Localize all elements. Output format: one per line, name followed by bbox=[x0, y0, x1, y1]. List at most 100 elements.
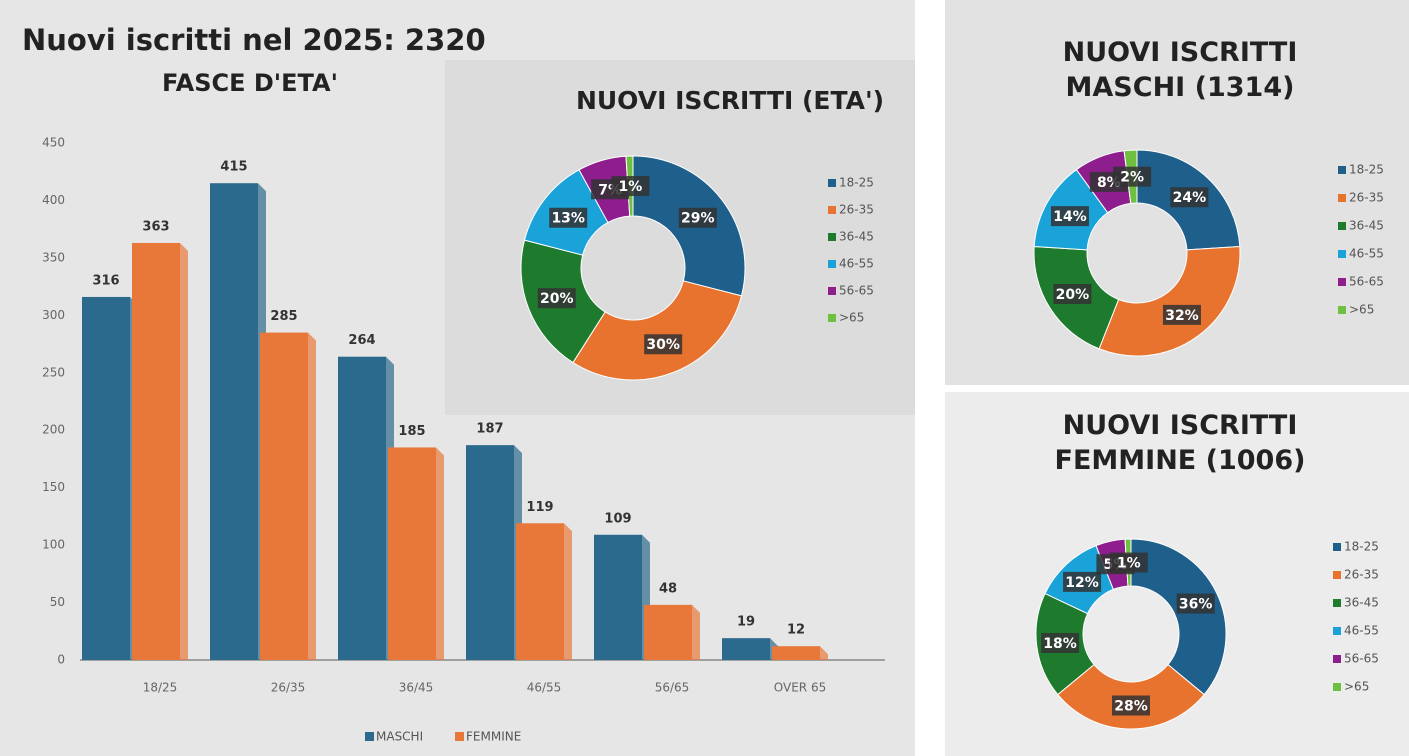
data-label-box bbox=[1176, 593, 1215, 614]
data-label: 20% bbox=[1056, 287, 1090, 303]
x-tick-label: 56/65 bbox=[655, 681, 690, 695]
data-label: 19 bbox=[737, 615, 755, 630]
data-label: 24% bbox=[1173, 190, 1207, 206]
legend-label: 46-55 bbox=[1344, 624, 1379, 638]
legend-swatch bbox=[828, 287, 836, 295]
legend-swatch bbox=[1333, 655, 1341, 663]
y-tick-label: 250 bbox=[42, 365, 65, 379]
data-label: 13% bbox=[551, 211, 585, 227]
legend-label: 46-55 bbox=[839, 257, 874, 271]
legend-label: FEMMINE bbox=[466, 730, 521, 744]
bar bbox=[260, 332, 308, 660]
data-label: 20% bbox=[540, 291, 574, 307]
data-label-box bbox=[1041, 632, 1080, 653]
legend-swatch bbox=[828, 206, 836, 214]
y-tick-label: 200 bbox=[42, 423, 65, 437]
bar-side bbox=[692, 604, 700, 660]
bar bbox=[722, 638, 770, 660]
data-label-box bbox=[1162, 304, 1201, 325]
legend-label: 36-45 bbox=[839, 230, 874, 244]
data-label-box bbox=[678, 207, 717, 228]
data-label-box bbox=[1063, 571, 1102, 592]
legend-swatch bbox=[828, 260, 836, 268]
legend-label: 36-45 bbox=[1349, 219, 1384, 233]
legend-label: 26-35 bbox=[1344, 568, 1379, 582]
y-tick-label: 100 bbox=[42, 538, 65, 552]
legend-swatch bbox=[1333, 627, 1341, 635]
donut-slice bbox=[572, 280, 743, 381]
legend-swatch bbox=[1338, 194, 1346, 202]
data-label: 264 bbox=[348, 333, 375, 348]
x-tick-label: 26/35 bbox=[271, 681, 306, 695]
x-tick-label: 36/45 bbox=[399, 681, 434, 695]
bar bbox=[772, 646, 820, 660]
bar-side bbox=[308, 332, 316, 660]
data-label: 32% bbox=[1165, 308, 1199, 324]
data-label-box bbox=[1170, 187, 1209, 208]
bar bbox=[516, 523, 564, 660]
legend-label: 26-35 bbox=[839, 203, 874, 217]
legend-swatch bbox=[1333, 683, 1341, 691]
data-label-box bbox=[1109, 552, 1148, 573]
y-tick-label: 400 bbox=[42, 193, 65, 207]
data-label: 285 bbox=[270, 309, 297, 324]
bar bbox=[210, 183, 258, 660]
legend-swatch bbox=[1338, 278, 1346, 286]
data-label-box bbox=[1113, 166, 1152, 187]
chart-title: Nuovi iscritti nel 2025: 2320 bbox=[22, 23, 486, 57]
data-label: 29% bbox=[681, 211, 715, 227]
legend-label: 26-35 bbox=[1349, 191, 1384, 205]
data-label: 12 bbox=[787, 623, 805, 638]
data-label: 119 bbox=[526, 500, 553, 515]
data-label: 109 bbox=[604, 511, 631, 526]
legend-label: >65 bbox=[1349, 303, 1374, 317]
chart-title: NUOVI ISCRITTI (ETA') bbox=[575, 86, 885, 115]
data-label: 28% bbox=[1114, 699, 1148, 715]
bar-side bbox=[436, 447, 444, 660]
data-label: 2% bbox=[1120, 170, 1144, 186]
data-label-box bbox=[1053, 283, 1092, 304]
data-label: 415 bbox=[220, 160, 247, 175]
bar bbox=[338, 356, 386, 660]
data-label: 36% bbox=[1179, 597, 1213, 613]
legend-label: 18-25 bbox=[839, 176, 874, 190]
data-label: 1% bbox=[619, 179, 643, 195]
legend-swatch bbox=[455, 732, 464, 741]
chart-subtitle: FASCE D'ETA' bbox=[162, 69, 338, 97]
data-label: 185 bbox=[398, 424, 425, 439]
y-tick-label: 350 bbox=[42, 250, 65, 264]
legend-swatch bbox=[1333, 571, 1341, 579]
bar-side bbox=[180, 242, 188, 660]
data-label-box bbox=[644, 334, 683, 355]
data-label-box bbox=[537, 288, 576, 309]
legend-swatch bbox=[828, 179, 836, 187]
data-label: 316 bbox=[92, 273, 119, 288]
x-tick-label: 46/55 bbox=[527, 681, 562, 695]
bar bbox=[594, 534, 642, 660]
legend-swatch bbox=[365, 732, 374, 741]
legend-label: 36-45 bbox=[1344, 596, 1379, 610]
bar-side bbox=[564, 523, 572, 660]
legend-label: >65 bbox=[1344, 680, 1369, 694]
legend-label: 18-25 bbox=[1349, 163, 1384, 177]
y-tick-label: 50 bbox=[50, 595, 65, 609]
y-tick-label: 450 bbox=[42, 136, 65, 150]
data-label-box bbox=[611, 176, 650, 197]
legend-swatch bbox=[1333, 599, 1341, 607]
legend-label: MASCHI bbox=[376, 730, 423, 744]
y-tick-label: 300 bbox=[42, 308, 65, 322]
y-tick-label: 150 bbox=[42, 480, 65, 494]
bar bbox=[82, 296, 130, 660]
legend-label: 46-55 bbox=[1349, 247, 1384, 261]
legend-swatch bbox=[828, 314, 836, 322]
legend-swatch bbox=[1338, 250, 1346, 258]
x-tick-label: 18/25 bbox=[143, 681, 178, 695]
legend-label: 56-65 bbox=[1344, 652, 1379, 666]
data-label: 187 bbox=[476, 422, 503, 437]
bar bbox=[388, 447, 436, 660]
chart-title: NUOVI ISCRITTI MASCHI (1314) bbox=[1062, 37, 1298, 104]
chart-title: NUOVI ISCRITTI FEMMINE (1006) bbox=[1054, 410, 1306, 477]
data-label: 18% bbox=[1043, 636, 1077, 652]
data-label: 363 bbox=[142, 219, 169, 234]
